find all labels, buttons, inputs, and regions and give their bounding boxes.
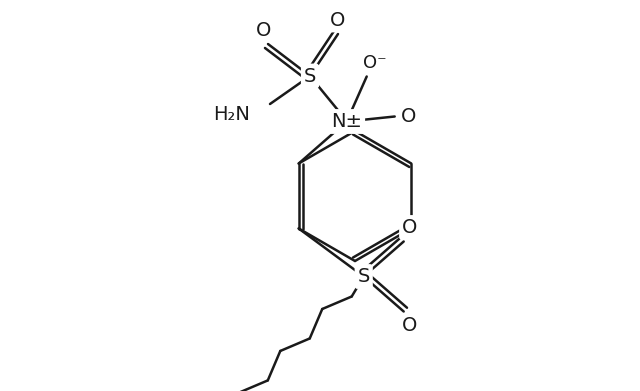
Text: S: S bbox=[304, 66, 316, 86]
Text: H₂N: H₂N bbox=[213, 104, 250, 124]
Text: O: O bbox=[402, 316, 417, 335]
Text: O⁻: O⁻ bbox=[363, 54, 387, 72]
Text: O: O bbox=[330, 11, 346, 29]
Text: O: O bbox=[401, 107, 417, 126]
Text: O: O bbox=[256, 20, 272, 39]
Text: S: S bbox=[358, 267, 370, 286]
Text: N±: N± bbox=[332, 112, 362, 131]
Text: O: O bbox=[402, 218, 417, 237]
